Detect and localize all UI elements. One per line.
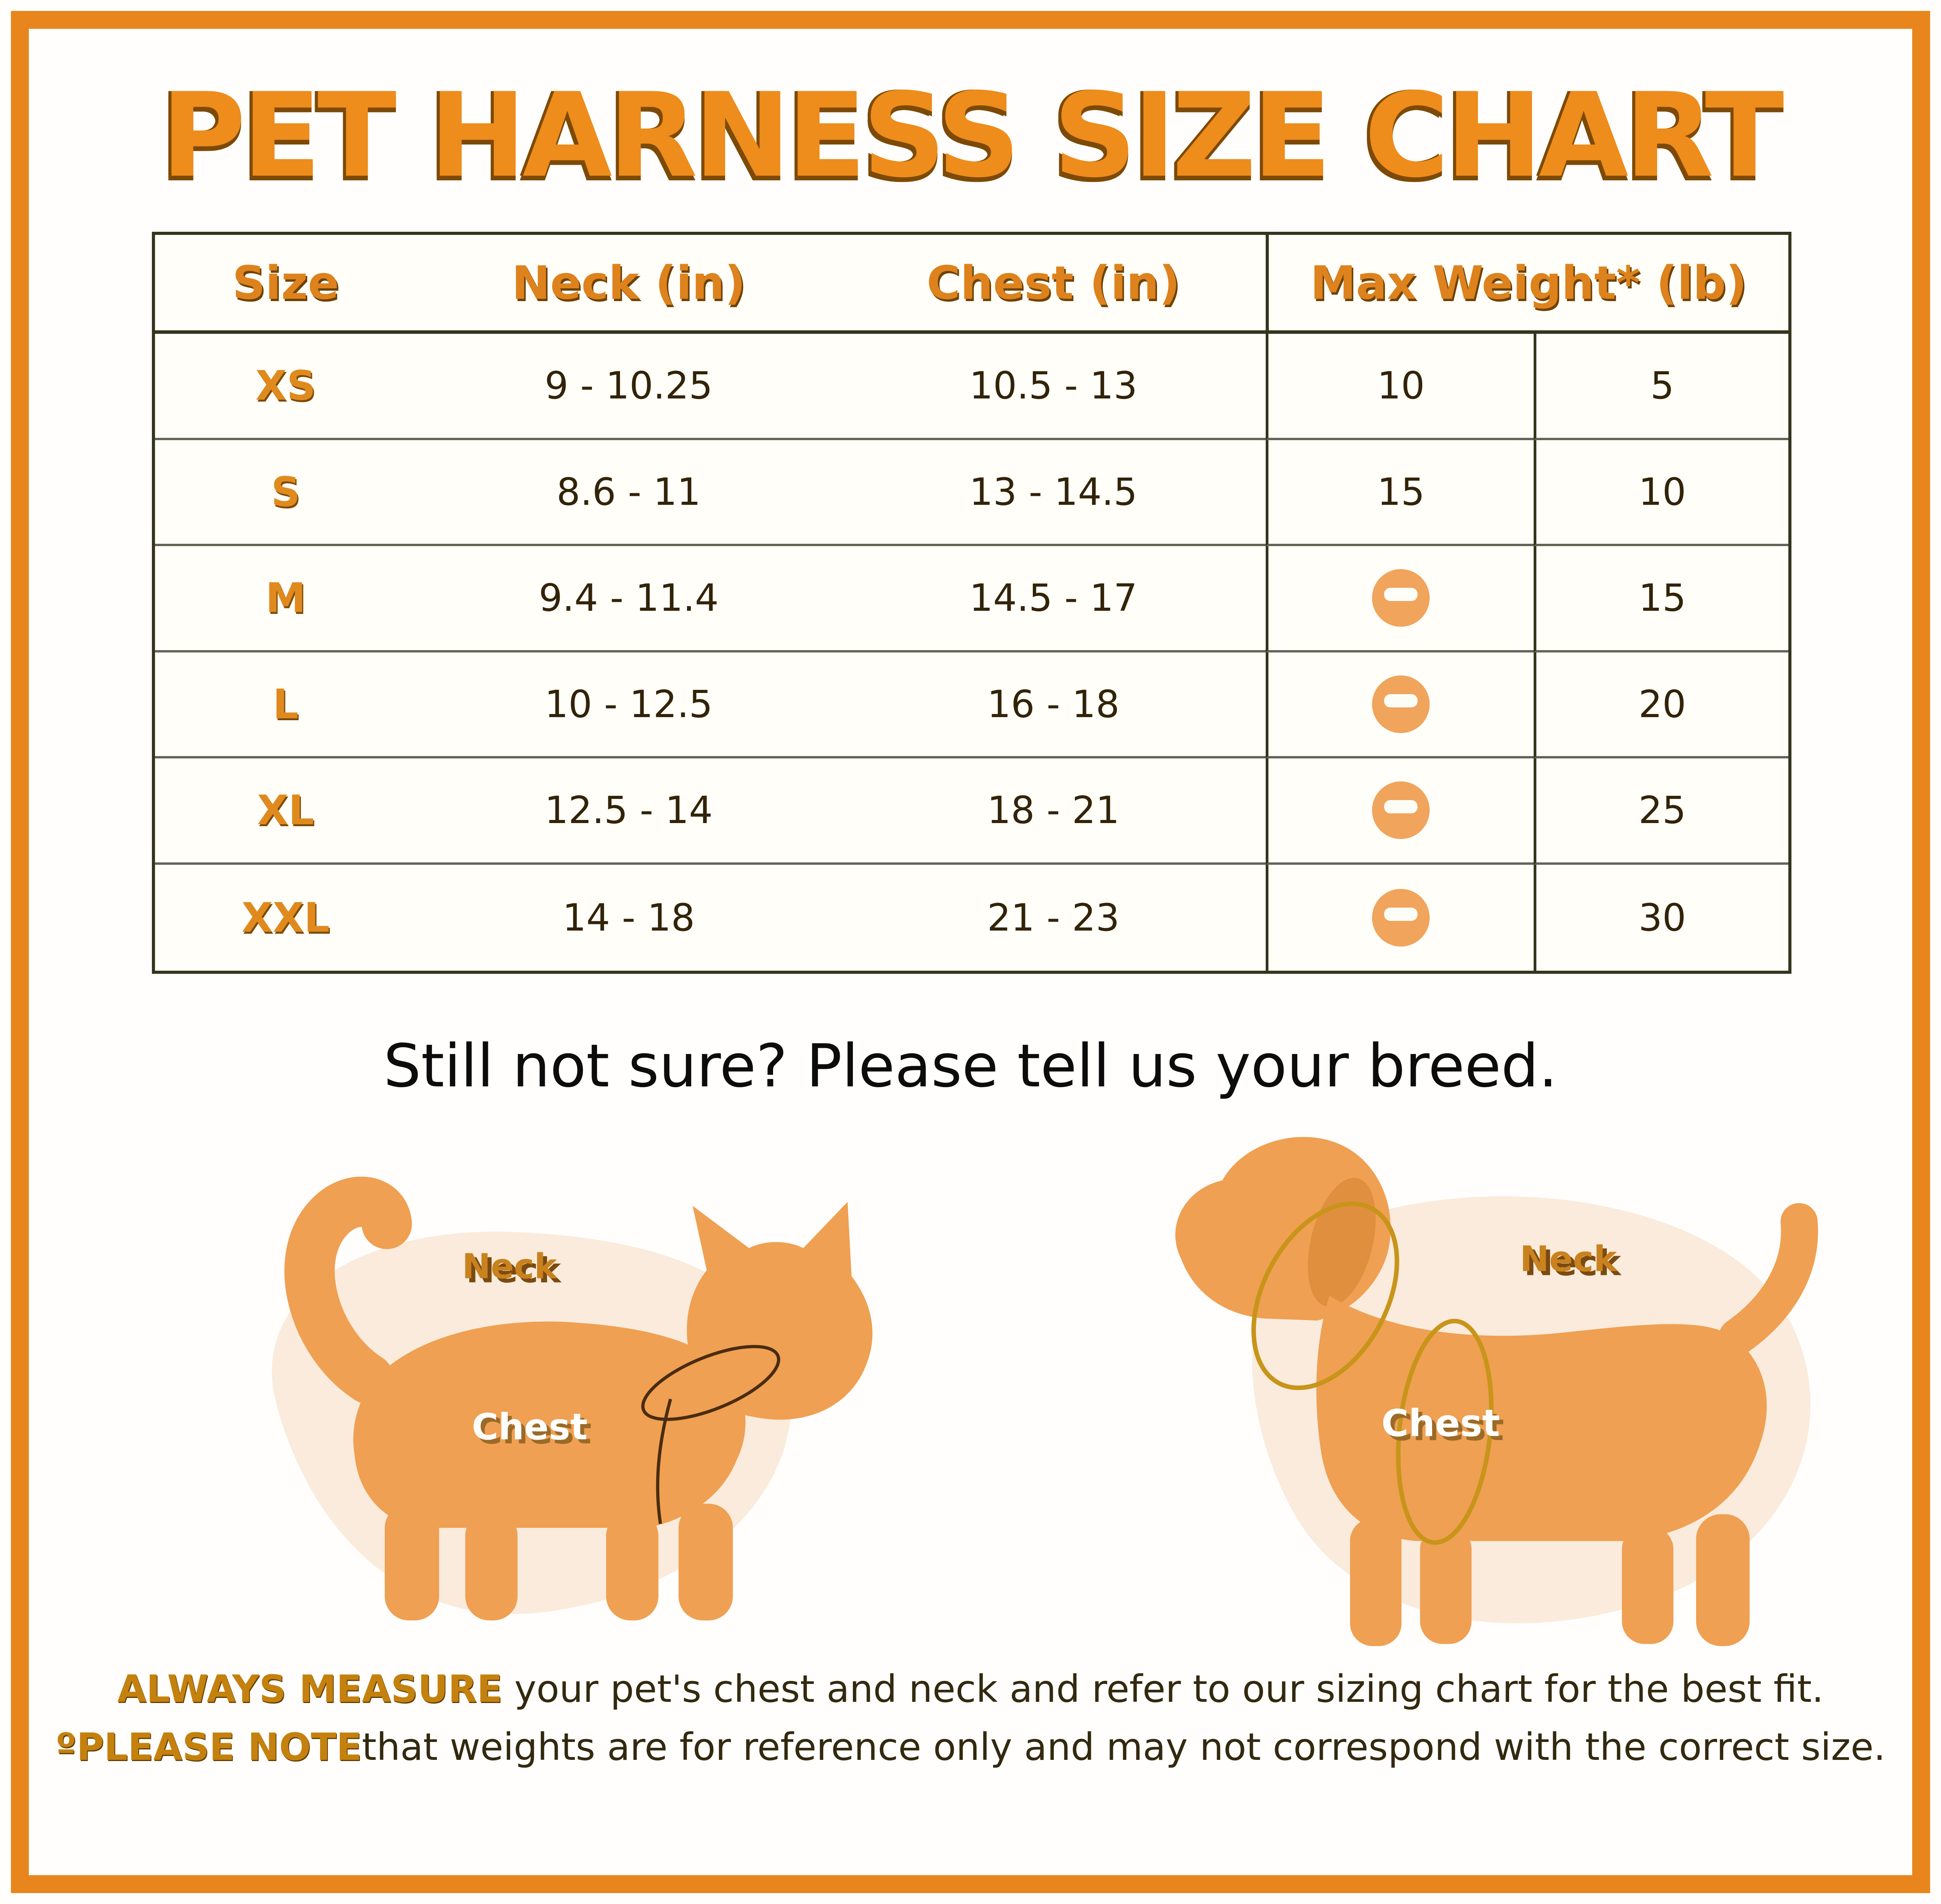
minus-icon xyxy=(1372,675,1430,733)
neck-cell: 14 - 18 xyxy=(562,896,695,940)
size-cell: XXL xyxy=(241,894,330,941)
cat-silhouette xyxy=(284,1176,873,1620)
header-max-weight: Max Weight* (lb) xyxy=(1265,235,1788,334)
size-cell: XS xyxy=(155,334,417,440)
weight-note: ºPLEASE NOTEthat weights are for referen… xyxy=(0,1718,1941,1776)
header-neck: Neck (in) xyxy=(416,235,841,334)
cat-chest-label: Chest xyxy=(476,1410,592,1452)
size-table: Size Neck (in) Chest (in) Max Weight* (l… xyxy=(152,232,1791,974)
size-cell: S xyxy=(155,440,417,546)
weight-cell: 25 xyxy=(1533,758,1788,865)
footer-notes: ALWAYS MEASURE your pet's chest and neck… xyxy=(0,1660,1941,1776)
dog-neck-label: Neck xyxy=(1520,1239,1618,1280)
chest-cell: 18 - 21 xyxy=(841,758,1266,865)
cat-neck-label: Neck xyxy=(466,1250,562,1290)
header-size: Size xyxy=(155,235,417,334)
note-label: ºPLEASE NOTE xyxy=(55,1725,362,1769)
header-chest: Chest (in) xyxy=(841,235,1266,334)
size-cell: M xyxy=(155,546,417,652)
weight-cell: 30 xyxy=(1533,864,1788,971)
minus-bar xyxy=(1384,907,1418,921)
minus-icon xyxy=(1372,889,1430,947)
weight-cell: 5 xyxy=(1533,334,1788,440)
chest-cell: 13 - 14.5 xyxy=(841,440,1266,546)
cat-chest-label: Chest xyxy=(472,1406,587,1448)
neck-cell: 10 - 12.5 xyxy=(416,652,841,758)
chest-cell: 10.5 - 13 xyxy=(841,334,1266,440)
neck-cell: 12.5 - 14 xyxy=(416,758,841,865)
dog-chest-label: Chest xyxy=(1381,1402,1500,1445)
minus-bar xyxy=(1384,588,1418,601)
minus-icon xyxy=(1372,781,1430,839)
measure-label: ALWAYS MEASURE xyxy=(117,1667,503,1711)
minus-bar xyxy=(1384,800,1418,814)
minus-icon xyxy=(1372,569,1430,627)
neck-cell: 8.6 - 11 xyxy=(416,440,841,546)
dog-chest-label: Chest xyxy=(1386,1406,1504,1449)
dog-measure-lines xyxy=(1251,1201,1494,1545)
weight-cell: 20 xyxy=(1533,652,1788,758)
subtitle: Still not sure? Please tell us your bree… xyxy=(383,1031,1558,1100)
neck-cell: 9.4 - 11.4 xyxy=(416,546,841,652)
weight-cell: 10 xyxy=(1265,334,1534,440)
dog-figure: Neck Neck Chest Chest xyxy=(1175,1137,1818,1646)
neck-cell: 9 - 10.25 xyxy=(416,334,841,440)
weight-cell xyxy=(1265,652,1534,758)
chest-cell: 14.5 - 17 xyxy=(841,546,1266,652)
dog-neck-label: Neck xyxy=(1524,1243,1622,1284)
weight-cell xyxy=(1265,546,1534,652)
weight-cell xyxy=(1265,864,1534,971)
measure-text: your pet's chest and neck and refer to o… xyxy=(502,1667,1824,1711)
cat-neck-label: Neck xyxy=(462,1246,558,1287)
measure-note: ALWAYS MEASURE your pet's chest and neck… xyxy=(0,1660,1941,1718)
weight-cell: 15 xyxy=(1265,440,1534,546)
page-title: PET HARNESS SIZE CHART xyxy=(160,68,1784,203)
note-text: that weights are for reference only and … xyxy=(362,1725,1886,1769)
chest-cell: 21 - 23 xyxy=(987,896,1120,940)
cat-measure-lines xyxy=(641,1345,780,1524)
size-cell: L xyxy=(155,652,417,758)
size-cell: XL xyxy=(155,758,417,865)
cat-figure: Neck Neck Chest Chest xyxy=(272,1176,873,1620)
chest-cell: 16 - 18 xyxy=(841,652,1266,758)
dog-silhouette xyxy=(1175,1137,1818,1646)
weight-cell: 10 xyxy=(1533,440,1788,546)
minus-bar xyxy=(1384,694,1418,707)
weight-cell: 15 xyxy=(1533,546,1788,652)
weight-cell xyxy=(1265,758,1534,865)
